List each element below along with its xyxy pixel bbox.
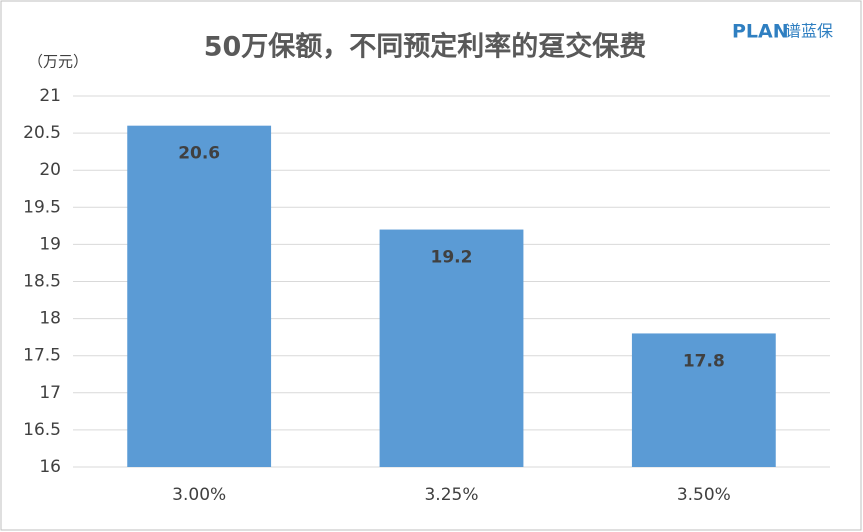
chart-title: 50万保额，不同预定利率的趸交保费 <box>204 31 647 63</box>
y-tick-label: 19.5 <box>23 197 61 217</box>
bar <box>379 229 524 467</box>
y-tick-label: 20 <box>39 160 61 180</box>
logo-name: 谱蓝保 <box>785 22 833 41</box>
y-unit-label: （万元） <box>28 53 88 71</box>
y-tick-label: 20.5 <box>23 123 61 143</box>
y-tick-label: 16.5 <box>23 420 61 440</box>
x-tick-label: 3.00% <box>172 485 226 505</box>
y-tick-label: 16 <box>39 457 61 477</box>
value-label: 20.6 <box>178 144 220 164</box>
y-tick-label: 17 <box>39 383 61 403</box>
y-tick-label: 17.5 <box>23 346 61 366</box>
bar <box>127 125 272 468</box>
x-tick-label: 3.25% <box>424 485 478 505</box>
x-tick-label: 3.50% <box>677 485 731 505</box>
y-tick-label: 21 <box>39 86 61 106</box>
y-tick-label: 19 <box>39 234 61 254</box>
value-label: 19.2 <box>431 248 473 268</box>
y-tick-label: 18 <box>39 309 61 329</box>
bar <box>631 333 776 467</box>
y-tick-label: 18.5 <box>23 272 61 292</box>
value-label: 17.8 <box>683 351 725 371</box>
logo-brand: PLAN <box>732 21 789 43</box>
